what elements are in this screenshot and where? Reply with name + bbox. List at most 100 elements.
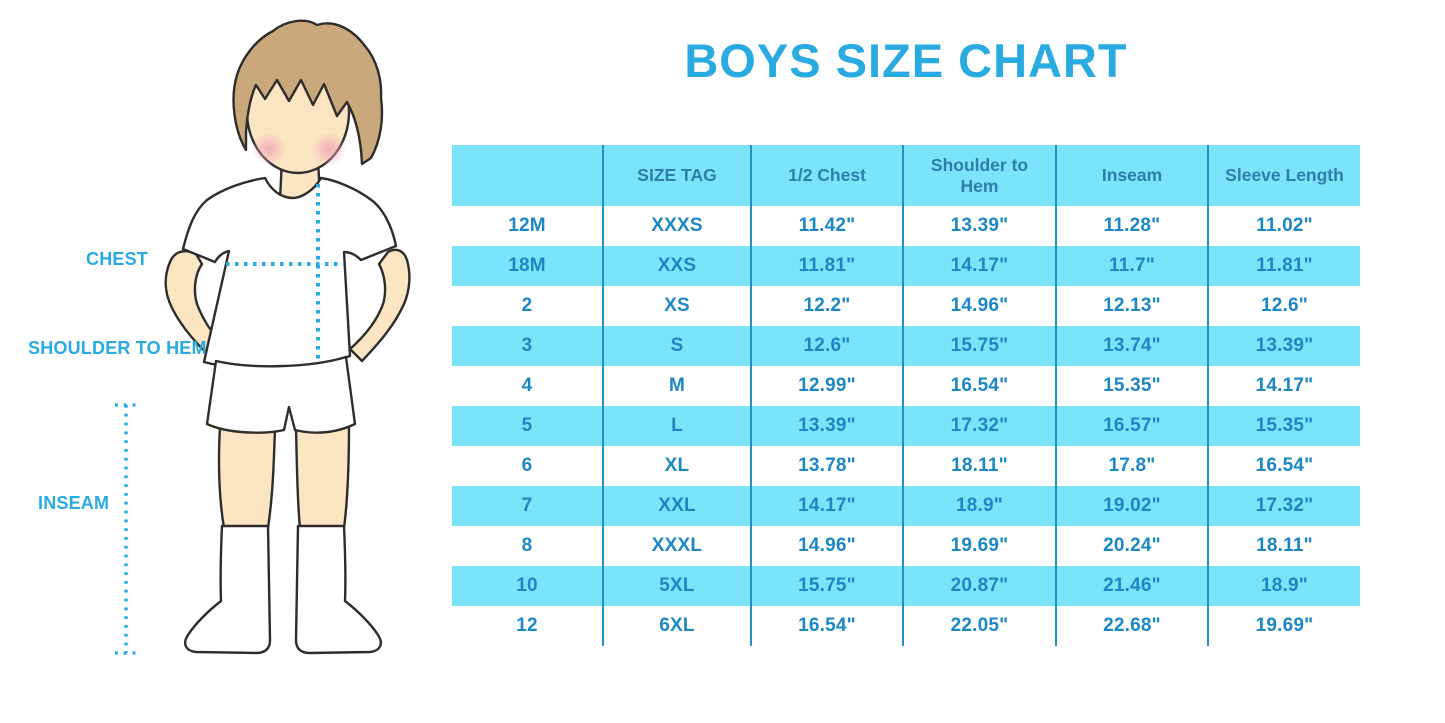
measurement-cell: 11.81" bbox=[1208, 246, 1360, 286]
table-row: 10 5XL 15.75" 20.87" 21.46" 18.9" bbox=[452, 566, 1360, 606]
measurement-cell: 5XL bbox=[603, 566, 752, 606]
measurement-cell: 11.28" bbox=[1056, 206, 1209, 246]
boy-measurement-illustration bbox=[115, 19, 411, 655]
header-sleeve-length: Sleeve Length bbox=[1208, 145, 1360, 206]
measurement-cell: 17.8" bbox=[1056, 446, 1209, 486]
hair-shape bbox=[232, 19, 384, 166]
measurement-cell: M bbox=[603, 366, 752, 406]
measurement-cell: 16.54" bbox=[1255, 455, 1314, 476]
header-size-blank bbox=[452, 145, 604, 206]
measurement-cell: 11.81" bbox=[751, 246, 904, 286]
measurement-cell: 17.32" bbox=[903, 406, 1057, 446]
measurement-cell: 16.57" bbox=[1056, 406, 1209, 446]
size-cell: 5 bbox=[452, 406, 604, 446]
measurement-cell: 13.39" bbox=[903, 206, 1057, 246]
measurement-cell: 14.17" bbox=[1255, 375, 1314, 396]
table-row: 18M XXS 11.81" 14.17" 11.7" 11.81" bbox=[452, 246, 1360, 286]
table-row: 5 L 13.39" 17.32" 16.57" 15.35" bbox=[452, 406, 1360, 446]
measurement-cell: 18.11" bbox=[903, 446, 1057, 486]
measurement-cell: S bbox=[603, 326, 752, 366]
header-half-chest: 1/2 Chest bbox=[751, 145, 904, 206]
size-cell: 4 bbox=[452, 366, 604, 406]
chest-label: CHEST bbox=[86, 249, 149, 269]
measurement-cell: 19.69" bbox=[903, 526, 1057, 566]
measurement-cell: 14.96" bbox=[903, 286, 1057, 326]
measurement-cell: 16.54" bbox=[903, 366, 1057, 406]
measurement-cell: 11.02" bbox=[1256, 215, 1313, 236]
shorts-shape bbox=[205, 355, 357, 434]
blush-right bbox=[312, 132, 346, 166]
table-row: 2 XS 12.2" 14.96" 12.13" 12.6" bbox=[452, 286, 1360, 326]
table-row: 12 6XL 16.54" 22.05" 22.68" 19.69" bbox=[452, 606, 1360, 646]
page-title: BOYS SIZE CHART bbox=[684, 34, 1128, 87]
right-arm-shape bbox=[348, 248, 411, 363]
header-shoulder-to-hem: Shoulder to Hem bbox=[903, 145, 1057, 206]
measurement-cell: XXXS bbox=[603, 206, 752, 246]
table-row: 3 S 12.6" 15.75" 13.74" 13.39" bbox=[452, 326, 1360, 366]
size-cell: 7 bbox=[452, 486, 604, 526]
size-cell: 12 bbox=[452, 606, 604, 646]
measurement-cell: XL bbox=[603, 446, 752, 486]
measurement-cell: 14.96" bbox=[751, 526, 904, 566]
inseam-label: INSEAM bbox=[38, 493, 110, 513]
table-header-row: SIZE TAG 1/2 Chest Shoulder to Hem Insea… bbox=[452, 145, 1360, 206]
tshirt-shape bbox=[181, 176, 398, 370]
measurement-cell: 15.35" bbox=[1208, 406, 1360, 446]
size-table-body: 12M XXXS 11.42" 13.39" 11.28" 11.02" 18M XXS 11.… bbox=[452, 206, 1360, 646]
measurement-cell: 19.69" bbox=[1255, 615, 1314, 636]
measurement-cell: 11.42" bbox=[751, 206, 904, 246]
measurement-cell: 16.54" bbox=[751, 606, 904, 646]
right-leg-shape bbox=[294, 422, 351, 530]
measurement-cell: XXXL bbox=[603, 526, 752, 566]
left-leg-shape bbox=[217, 424, 277, 530]
table-row: 7 XXL 14.17" 18.9" 19.02" 17.32" bbox=[452, 486, 1360, 526]
size-cell: 10 bbox=[452, 566, 604, 606]
right-sock-shape bbox=[294, 524, 382, 655]
blush-left bbox=[252, 132, 286, 166]
measurement-cell: 6XL bbox=[603, 606, 752, 646]
size-chart-table: SIZE TAG 1/2 Chest Shoulder to Hem Insea… bbox=[452, 145, 1360, 646]
measurement-cell: 12.6" bbox=[1261, 295, 1308, 316]
size-cell: 12M bbox=[452, 206, 604, 246]
measurement-cell: 15.35" bbox=[1056, 366, 1209, 406]
measurement-cell: 17.32" bbox=[1208, 486, 1360, 526]
measurement-cell: 11.7" bbox=[1056, 246, 1209, 286]
measurement-cell: XS bbox=[603, 286, 752, 326]
size-cell: 2 bbox=[452, 286, 604, 326]
measurement-cell: 20.87" bbox=[903, 566, 1057, 606]
measurement-cell: 14.17" bbox=[751, 486, 904, 526]
measurement-cell: 13.39" bbox=[751, 406, 904, 446]
measurement-cell: 13.74" bbox=[1056, 326, 1209, 366]
table-row: 12M XXXS 11.42" 13.39" 11.28" 11.02" bbox=[452, 206, 1360, 246]
measurement-cell: 13.39" bbox=[1208, 326, 1360, 366]
measurement-cell: 18.9" bbox=[903, 486, 1057, 526]
header-size-tag: SIZE TAG bbox=[603, 145, 752, 206]
measurement-cell: 12.6" bbox=[751, 326, 904, 366]
measurement-cell: 21.46" bbox=[1056, 566, 1209, 606]
measurement-cell: 18.9" bbox=[1208, 566, 1360, 606]
measurement-cell: 15.75" bbox=[751, 566, 904, 606]
measurement-cell: 12.99" bbox=[751, 366, 904, 406]
shoulder-to-hem-label: SHOULDER TO HEM bbox=[28, 338, 207, 358]
measurement-cell: 22.05" bbox=[903, 606, 1057, 646]
measurement-cell: XXL bbox=[603, 486, 752, 526]
header-inseam: Inseam bbox=[1056, 145, 1209, 206]
measurement-cell: 15.75" bbox=[903, 326, 1057, 366]
measurement-cell: 14.17" bbox=[903, 246, 1057, 286]
measurement-cell: 18.11" bbox=[1256, 535, 1313, 556]
table-row: 8 XXXL 14.96" 19.69" 20.24" 18.11" bbox=[452, 526, 1360, 566]
measurement-cell: 12.2" bbox=[751, 286, 904, 326]
left-sock-shape bbox=[184, 524, 272, 655]
measurement-cell: 22.68" bbox=[1056, 606, 1209, 646]
table-row: 4 M 12.99" 16.54" 15.35" 14.17" bbox=[452, 366, 1360, 406]
measurement-cell: 19.02" bbox=[1056, 486, 1209, 526]
measurement-cell: XXS bbox=[603, 246, 752, 286]
table-row: 6 XL 13.78" 18.11" 17.8" 16.54" bbox=[452, 446, 1360, 486]
size-cell: 18M bbox=[452, 246, 604, 286]
size-chart-table-container: SIZE TAG 1/2 Chest Shoulder to Hem Insea… bbox=[452, 145, 1360, 646]
size-cell: 8 bbox=[452, 526, 604, 566]
measurement-cell: 13.78" bbox=[751, 446, 904, 486]
size-cell: 3 bbox=[452, 326, 604, 366]
measurement-cell: 20.24" bbox=[1056, 526, 1209, 566]
measurement-cell: L bbox=[603, 406, 752, 446]
